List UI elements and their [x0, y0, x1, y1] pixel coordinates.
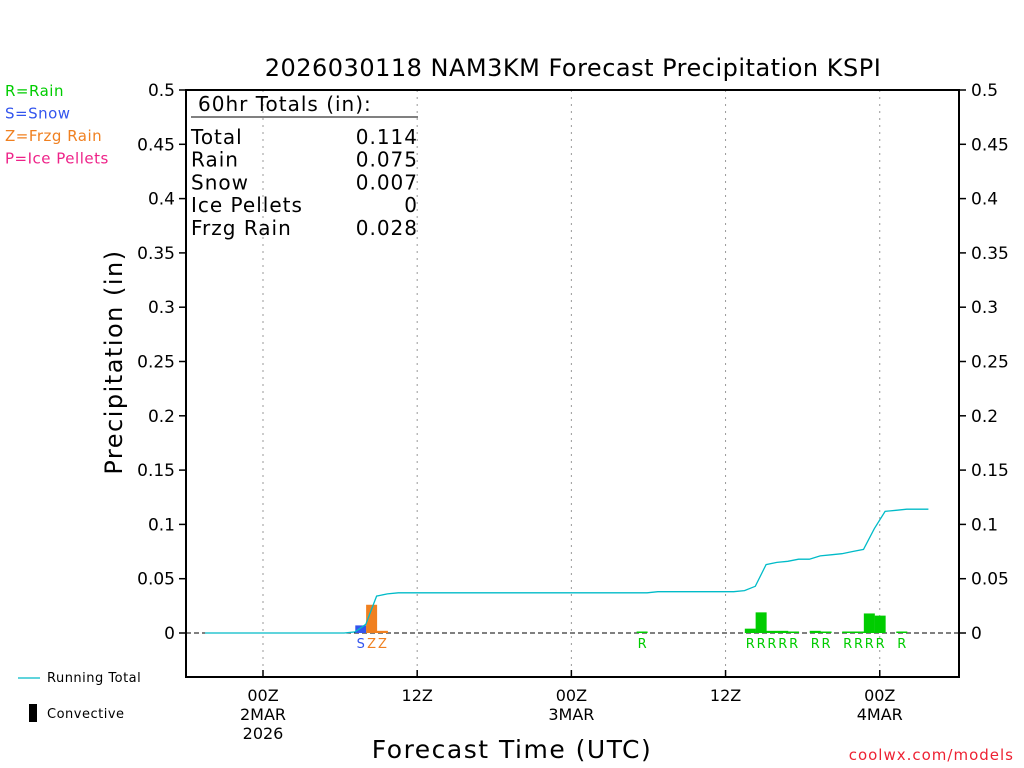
legend-entry-s: S=Snow [5, 105, 71, 123]
precip-type-code-15: R [897, 637, 906, 652]
y-tick-label-left-1: 0.05 [137, 570, 175, 590]
y-tick-label-left-9: 0.45 [137, 135, 175, 155]
precip-bar-6 [766, 630, 778, 633]
y-tick-label-right-5: 0.25 [971, 353, 1009, 373]
precip-bar-7 [777, 630, 789, 633]
y-axis-label: Precipitation (in) [100, 249, 128, 474]
precip-type-code-0: S [357, 637, 365, 652]
x-tick-label-0-0: 00Z [247, 686, 278, 705]
y-tick-label-right-8: 0.4 [971, 190, 998, 210]
precip-bar-3 [636, 631, 648, 633]
precip-type-code-8: R [789, 637, 798, 652]
y-tick-label-left-3: 0.15 [137, 461, 175, 481]
y-tick-label-right-3: 0.15 [971, 461, 1009, 481]
x-tick-label-4-0: 00Z [864, 686, 895, 705]
totals-value-2: 0.007 [356, 170, 418, 194]
totals-value-0: 0.114 [356, 125, 418, 149]
precip-bar-14 [874, 615, 886, 633]
running-total-legend-label: Running Total [47, 671, 141, 686]
precip-type-code-12: R [854, 637, 863, 652]
y-tick-label-left-6: 0.3 [148, 298, 175, 318]
precip-type-code-10: R [822, 637, 831, 652]
precip-bar-8 [788, 631, 800, 633]
x-tick-label-2-1: 3MAR [548, 705, 594, 724]
running-total-line [205, 508, 929, 634]
totals-header: 60hr Totals (in): [198, 92, 372, 116]
y-tick-label-left-5: 0.25 [137, 353, 175, 373]
y-tick-label-right-9: 0.45 [971, 135, 1009, 155]
x-tick-label-3-0: 12Z [710, 686, 741, 705]
precip-bar-5 [755, 612, 767, 633]
x-tick-label-2-0: 00Z [556, 686, 587, 705]
precip-type-code-7: R [778, 637, 787, 652]
precip-type-code-11: R [843, 637, 852, 652]
y-tick-label-left-10: 0.5 [148, 81, 175, 101]
y-tick-label-right-4: 0.2 [971, 407, 998, 427]
y-tick-label-right-0: 0 [971, 624, 982, 644]
x-tick-label-1-0: 12Z [402, 686, 433, 705]
y-tick-label-right-7: 0.35 [971, 244, 1009, 264]
x-tick-label-0-1: 2MAR [240, 705, 286, 724]
legend-entry-p: P=Ice Pellets [5, 150, 109, 168]
totals-value-4: 0.028 [356, 216, 418, 240]
legend-entry-r: R=Rain [5, 82, 64, 100]
y-tick-label-left-8: 0.4 [148, 190, 175, 210]
precip-bar-4 [744, 628, 756, 633]
y-tick-label-left-0: 0 [164, 624, 175, 644]
chart-title: 2026030118 NAM3KM Forecast Precipitation… [265, 54, 882, 82]
precip-bar-1 [366, 604, 378, 633]
convective-legend-label: Convective [47, 707, 125, 722]
precip-type-code-14: R [876, 637, 885, 652]
totals-rows: Total 0.114 Rain 0.075 Snow 0.007 Ice Pellets 0… [190, 125, 418, 240]
y-axis-right: 0 0.05 0.1 0.15 0.2 0.25 0.3 0.35 0.4 0.45 0.5 [959, 81, 1009, 644]
precip-type-code-5: R [757, 637, 766, 652]
precip-bars [355, 604, 908, 633]
precip-bar-9 [809, 630, 821, 633]
credit-text: coolwx.com/models [849, 746, 1014, 764]
y-tick-label-right-6: 0.3 [971, 298, 998, 318]
x-tick-label-4-1: 4MAR [857, 705, 903, 724]
totals-label-2: Snow [191, 170, 249, 194]
precip-type-code-1: Z [367, 637, 376, 652]
y-tick-label-right-1: 0.05 [971, 570, 1009, 590]
totals-value-3: 0 [404, 193, 418, 217]
precip-bar-11 [842, 631, 854, 633]
y-tick-label-right-10: 0.5 [971, 81, 998, 101]
totals-label-1: Rain [191, 148, 239, 172]
x-tick-label-0-2: 2026 [243, 724, 284, 743]
precip-type-code-2: Z [378, 637, 387, 652]
precip-type-code-4: R [746, 637, 755, 652]
precip-bar-2 [376, 630, 388, 633]
totals-value-1: 0.075 [356, 148, 418, 172]
y-tick-label-right-2: 0.1 [971, 515, 998, 535]
precip-type-code-13: R [865, 637, 874, 652]
totals-label-3: Ice Pellets [191, 193, 303, 217]
precip-bar-13 [863, 613, 875, 633]
y-tick-label-left-7: 0.35 [137, 244, 175, 264]
y-axis-left: 0 0.05 0.1 0.15 0.2 0.25 0.3 0.35 0.4 0.45 0.5 [137, 81, 186, 644]
precip-type-code-9: R [811, 637, 820, 652]
y-tick-label-left-4: 0.2 [148, 407, 175, 427]
precip-bar-0 [355, 625, 367, 633]
precip-bar-12 [853, 631, 865, 633]
totals-label-4: Frzg Rain [191, 216, 292, 240]
precip-type-code-3: R [638, 637, 647, 652]
precip-bar-15 [896, 631, 908, 633]
precip-bar-10 [820, 631, 832, 633]
totals-label-0: Total [190, 125, 243, 149]
convective-swatch [29, 704, 37, 722]
line-legend: Running Total Convective [18, 671, 141, 722]
x-axis-label: Forecast Time (UTC) [372, 735, 652, 764]
y-tick-label-left-2: 0.1 [148, 515, 175, 535]
totals-box: 60hr Totals (in): Total 0.114 Rain 0.075 Sno… [190, 92, 418, 240]
precip-type-legend: R=Rain S=Snow Z=Frzg Rain P=Ice Pellets [5, 82, 109, 168]
plot-frame [185, 89, 960, 678]
legend-entry-z: Z=Frzg Rain [5, 127, 102, 145]
precip-type-code-6: R [767, 637, 776, 652]
